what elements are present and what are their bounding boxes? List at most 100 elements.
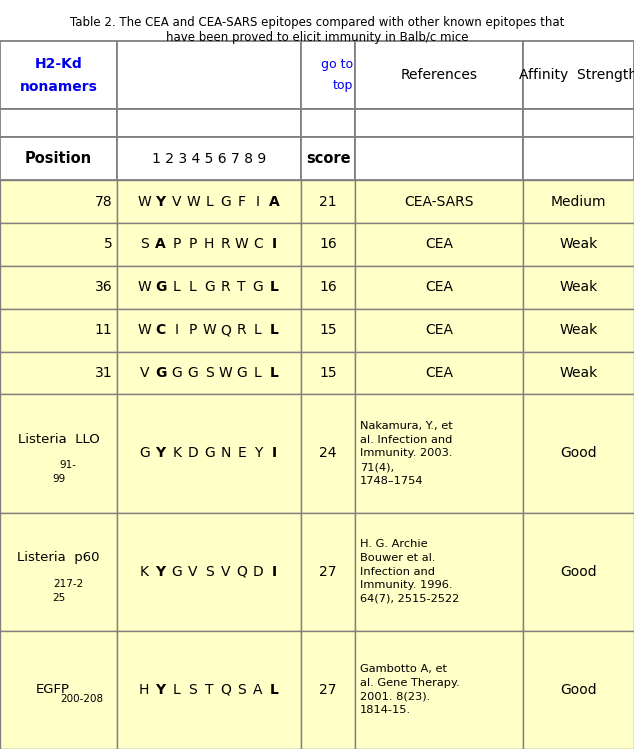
Text: Nakamura, Y., et
al. Infection and
Immunity. 2003.
71(4),
1748–1754: Nakamura, Y., et al. Infection and Immun… xyxy=(360,421,453,485)
Text: I: I xyxy=(256,195,260,208)
Text: R: R xyxy=(221,280,230,294)
Text: W: W xyxy=(186,195,200,208)
Bar xyxy=(0,266,117,309)
Bar xyxy=(355,266,523,309)
Bar xyxy=(0,512,117,631)
Bar xyxy=(355,137,523,180)
Text: CEA: CEA xyxy=(425,237,453,252)
Bar xyxy=(117,395,301,512)
Text: S: S xyxy=(237,683,246,697)
Text: G: G xyxy=(139,446,150,461)
Text: L: L xyxy=(173,280,181,294)
Text: 36: 36 xyxy=(94,280,112,294)
Text: Listeria  p60: Listeria p60 xyxy=(17,551,100,564)
Text: W: W xyxy=(138,280,151,294)
Text: go to: go to xyxy=(321,58,353,71)
Bar xyxy=(117,351,301,395)
Text: H2-Kd
nonamers: H2-Kd nonamers xyxy=(20,57,98,94)
Text: 16: 16 xyxy=(320,280,337,294)
Text: References: References xyxy=(401,68,477,82)
Text: G: G xyxy=(171,565,182,579)
Text: EGFP: EGFP xyxy=(36,683,70,697)
Text: E: E xyxy=(237,446,246,461)
Text: G: G xyxy=(155,366,166,380)
Text: 217-2: 217-2 xyxy=(53,578,83,589)
Text: Q: Q xyxy=(220,323,231,337)
Text: L: L xyxy=(254,323,262,337)
Bar xyxy=(301,41,355,109)
Text: G: G xyxy=(188,366,198,380)
Text: I: I xyxy=(175,323,179,337)
Bar xyxy=(523,41,634,109)
Text: I: I xyxy=(271,237,277,252)
Text: Weak: Weak xyxy=(559,366,598,380)
Text: A: A xyxy=(253,683,262,697)
Text: L: L xyxy=(173,683,181,697)
Text: Y: Y xyxy=(254,446,262,461)
Text: 78: 78 xyxy=(94,195,112,208)
Bar xyxy=(355,223,523,266)
Text: 99: 99 xyxy=(52,474,65,485)
Text: N: N xyxy=(220,446,231,461)
Bar xyxy=(301,180,355,223)
Text: 5: 5 xyxy=(103,237,112,252)
Text: 11: 11 xyxy=(94,323,112,337)
Text: Weak: Weak xyxy=(559,280,598,294)
Text: P: P xyxy=(189,323,197,337)
Bar xyxy=(523,395,634,512)
Text: Gambotto A, et
al. Gene Therapy.
2001. 8(23).
1814-15.: Gambotto A, et al. Gene Therapy. 2001. 8… xyxy=(360,664,460,715)
Text: S: S xyxy=(188,683,197,697)
Text: W: W xyxy=(219,366,232,380)
Bar xyxy=(355,41,523,109)
Text: CEA: CEA xyxy=(425,280,453,294)
Text: 21: 21 xyxy=(320,195,337,208)
Text: D: D xyxy=(252,565,263,579)
Text: S: S xyxy=(205,565,214,579)
Text: R: R xyxy=(237,323,247,337)
Text: C: C xyxy=(155,323,165,337)
Bar xyxy=(117,41,301,109)
Bar xyxy=(301,266,355,309)
Text: T: T xyxy=(205,683,214,697)
Bar xyxy=(523,309,634,351)
Text: 15: 15 xyxy=(320,323,337,337)
Text: H. G. Archie
Bouwer et al.
Infection and
Immunity. 1996.
64(7), 2515-2522: H. G. Archie Bouwer et al. Infection and… xyxy=(360,539,460,604)
Text: W: W xyxy=(138,323,151,337)
Text: H: H xyxy=(204,237,214,252)
Text: W: W xyxy=(202,323,216,337)
Bar xyxy=(523,512,634,631)
Bar xyxy=(301,309,355,351)
Bar xyxy=(355,180,523,223)
Bar xyxy=(117,512,301,631)
Bar xyxy=(117,266,301,309)
Text: Q: Q xyxy=(220,683,231,697)
Text: L: L xyxy=(205,195,213,208)
Text: V: V xyxy=(139,366,149,380)
Text: V: V xyxy=(221,565,230,579)
Text: Position: Position xyxy=(25,151,92,166)
Text: 31: 31 xyxy=(94,366,112,380)
Text: 27: 27 xyxy=(320,683,337,697)
Bar xyxy=(523,631,634,749)
Bar xyxy=(523,223,634,266)
Text: L: L xyxy=(270,280,279,294)
Text: CEA: CEA xyxy=(425,323,453,337)
Text: L: L xyxy=(270,366,279,380)
Bar xyxy=(355,309,523,351)
Text: Listeria  LLO: Listeria LLO xyxy=(18,433,100,446)
Text: A: A xyxy=(269,195,280,208)
Text: 1 2 3 4 5 6 7 8 9: 1 2 3 4 5 6 7 8 9 xyxy=(152,151,266,166)
Text: Good: Good xyxy=(560,565,597,579)
Text: Y: Y xyxy=(155,683,165,697)
Bar xyxy=(301,395,355,512)
Text: T: T xyxy=(238,280,246,294)
Text: S: S xyxy=(140,237,148,252)
Text: S: S xyxy=(205,366,214,380)
Bar xyxy=(355,512,523,631)
Text: Weak: Weak xyxy=(559,237,598,252)
Text: Weak: Weak xyxy=(559,323,598,337)
Text: V: V xyxy=(172,195,181,208)
Text: Medium: Medium xyxy=(551,195,606,208)
Text: G: G xyxy=(236,366,247,380)
Bar xyxy=(523,266,634,309)
